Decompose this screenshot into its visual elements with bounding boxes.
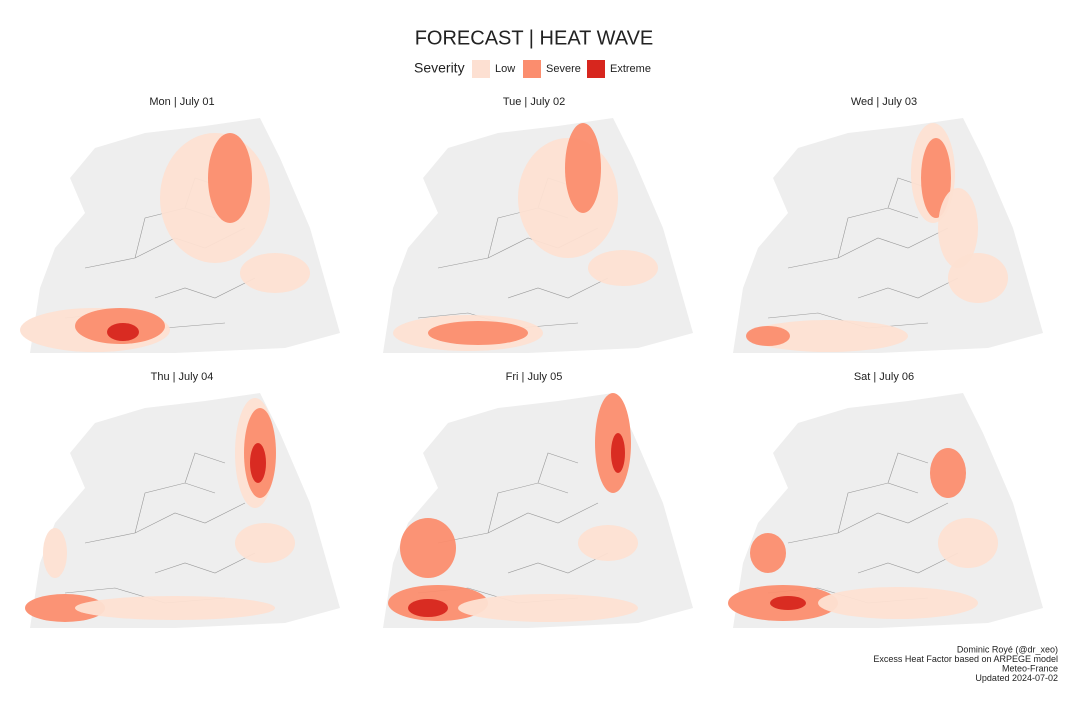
heat-area <box>948 253 1008 303</box>
borders <box>767 452 959 604</box>
caption-line: Meteo-France <box>1002 663 1058 673</box>
caption-line: Dominic Royé (@dr_xeo) <box>957 644 1058 654</box>
heat-area <box>428 321 528 345</box>
legend-label: Severe <box>546 63 581 75</box>
borders <box>767 177 959 329</box>
map <box>20 118 340 353</box>
heat-area <box>240 253 310 293</box>
panel-title: Sat | July 06 <box>854 371 914 383</box>
heat-area <box>208 133 252 223</box>
map <box>728 393 1043 628</box>
map <box>25 393 340 628</box>
heat-area <box>818 587 978 619</box>
caption-line: Updated 2024-07-02 <box>975 673 1058 683</box>
heat-area <box>748 320 908 352</box>
caption: Dominic Royé (@dr_xeo)Excess Heat Factor… <box>873 644 1058 683</box>
borders <box>64 452 256 604</box>
panel-title: Tue | July 02 <box>503 96 565 108</box>
heat-area <box>400 518 456 578</box>
heat-area <box>938 518 998 568</box>
title: FORECAST | HEAT WAVE <box>415 27 654 49</box>
heat-area <box>75 596 275 620</box>
borders <box>417 452 609 604</box>
heat-area <box>611 433 625 473</box>
heat-area <box>921 138 951 218</box>
heat-area <box>938 188 978 268</box>
heat-area <box>235 523 295 563</box>
panel-title: Mon | July 01 <box>149 96 214 108</box>
heat-area <box>930 448 966 498</box>
map <box>383 393 693 628</box>
legend-label: Low <box>495 63 515 75</box>
heat-area <box>565 123 601 213</box>
heat-area <box>458 594 638 622</box>
heat-area <box>250 443 266 483</box>
panel-title: Wed | July 03 <box>851 96 917 108</box>
panels: Mon | July 01 Tue | July 02 Wed | July 03 T… <box>20 96 1043 628</box>
map <box>383 118 693 353</box>
legend-title: Severity <box>414 60 465 76</box>
legend: Low Severe Extreme <box>472 60 651 78</box>
heat-area <box>25 594 105 622</box>
panel-title: Thu | July 04 <box>151 371 214 383</box>
land <box>733 393 1043 628</box>
heat-area <box>746 326 790 346</box>
heat-area <box>43 528 67 578</box>
map <box>733 118 1043 353</box>
heat-area <box>750 533 786 573</box>
legend-swatch <box>472 60 490 78</box>
heat-area <box>588 250 658 286</box>
legend-label: Extreme <box>610 63 651 75</box>
heat-area <box>107 323 139 341</box>
caption-line: Excess Heat Factor based on ARPEGE model <box>873 654 1058 664</box>
heat-area <box>770 596 806 610</box>
panel-title: Fri | July 05 <box>506 371 563 383</box>
heat-area <box>578 525 638 561</box>
legend-swatch <box>587 60 605 78</box>
heat-area <box>408 599 448 617</box>
legend-swatch <box>523 60 541 78</box>
